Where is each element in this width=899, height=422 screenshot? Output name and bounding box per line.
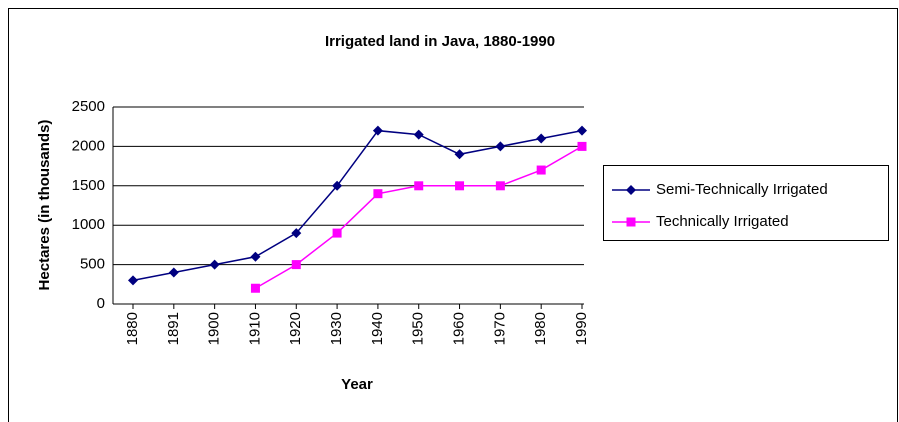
x-tick-label: 1910 <box>246 312 263 345</box>
legend-label: Semi-Technically Irrigated <box>656 181 828 198</box>
marker <box>250 251 261 262</box>
x-tick-label: 1891 <box>165 312 182 345</box>
chart-title: Irrigated land in Java, 1880-1990 <box>325 33 555 50</box>
marker <box>495 141 506 152</box>
x-tick-label: 1920 <box>287 312 304 345</box>
y-tick-label: 2500 <box>72 98 105 115</box>
x-tick-label: 1970 <box>491 312 508 345</box>
marker <box>250 283 260 293</box>
marker <box>495 181 505 191</box>
x-tick-label: 1940 <box>369 312 386 345</box>
marker <box>536 133 547 144</box>
marker <box>372 125 383 136</box>
legend-marker <box>626 217 636 227</box>
marker <box>168 267 179 278</box>
y-tick-label: 2000 <box>72 137 105 154</box>
x-tick-label: 1990 <box>573 312 590 345</box>
y-tick-label: 1500 <box>72 177 105 194</box>
marker <box>577 125 587 136</box>
x-tick-label: 1930 <box>328 312 345 345</box>
x-axis-label: Year <box>341 376 373 393</box>
marker <box>373 189 383 199</box>
x-tick-label: 1880 <box>124 312 141 345</box>
marker <box>413 129 424 140</box>
x-tick-label: 1960 <box>451 312 468 345</box>
legend-label: Technically Irrigated <box>656 213 789 230</box>
marker <box>291 228 302 239</box>
line <box>132 129 583 282</box>
marker <box>455 181 465 191</box>
marker <box>454 149 465 160</box>
x-tick-label: 1980 <box>532 312 549 345</box>
marker <box>209 259 220 270</box>
marker <box>332 228 342 238</box>
legend-marker <box>626 185 636 195</box>
marker <box>291 260 301 270</box>
marker <box>414 181 424 191</box>
y-tick-label: 1000 <box>72 216 105 233</box>
marker <box>332 180 343 191</box>
y-tick-label: 0 <box>97 295 105 312</box>
marker <box>128 275 138 286</box>
marker <box>536 165 546 175</box>
x-tick-label: 1900 <box>206 312 223 345</box>
y-axis-label: Hectares (in thousands) <box>36 120 53 291</box>
x-tick-label: 1950 <box>410 312 427 345</box>
y-tick-label: 500 <box>80 256 105 273</box>
legend <box>603 165 889 241</box>
marker <box>577 141 587 151</box>
